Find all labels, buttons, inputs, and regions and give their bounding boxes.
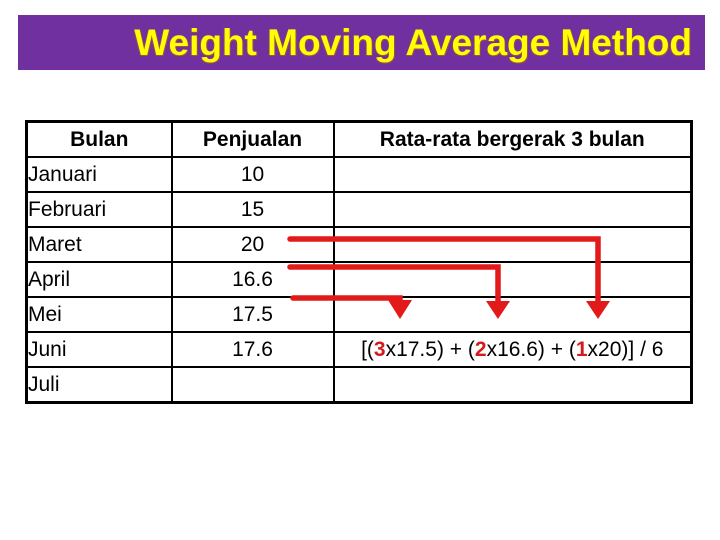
header-bulan: Bulan [25,120,173,158]
title-banner: Weight Moving Average Method [18,15,705,70]
formula-cell: [(3x17.5) + (2x16.6) + (1x20)] / 6 [332,331,693,368]
formula-weight-3: 3 [373,337,386,361]
forecast-table: Bulan Penjualan Rata-rata bergerak 3 bul… [25,120,693,404]
table-row-februari: Februari 15 [25,191,693,228]
formula-text: x20)] / 6 [587,337,664,361]
avg-cell [332,366,693,404]
sales-cell: 17.6 [170,331,335,368]
formula-text: [( [361,337,374,361]
table-row-juni: Juni 17.6 [(3x17.5) + (2x16.6) + (1x20)]… [25,331,693,368]
formula-weight-1: 1 [575,337,588,361]
sales-cell [170,366,335,404]
avg-cell [332,191,693,228]
month-cell: Februari [25,191,173,228]
header-penjualan: Penjualan [170,120,335,158]
formula-weight-2: 2 [474,337,487,361]
month-cell: April [25,261,173,298]
forecast-table-wrapper: Bulan Penjualan Rata-rata bergerak 3 bul… [25,120,693,404]
month-cell: Maret [25,226,173,263]
table-row-maret: Maret 20 [25,226,693,263]
avg-cell [332,156,693,193]
month-cell: Juni [25,331,173,368]
avg-cell [332,296,693,333]
month-cell: Mei [25,296,173,333]
sales-cell: 20 [170,226,335,263]
table-row-juli: Juli [25,366,693,404]
formula-text: x16.6) + ( [486,337,576,361]
header-row: Bulan Penjualan Rata-rata bergerak 3 bul… [25,120,693,158]
formula-text: x17.5) + ( [385,337,475,361]
table-row-januari: Januari 10 [25,156,693,193]
sales-cell: 15 [170,191,335,228]
slide-title: Weight Moving Average Method [134,22,692,63]
month-cell: Juli [25,366,173,404]
header-rata-rata: Rata-rata bergerak 3 bulan [332,120,693,158]
sales-cell: 16.6 [170,261,335,298]
avg-cell [332,226,693,263]
sales-cell: 10 [170,156,335,193]
month-cell: Januari [25,156,173,193]
sales-cell: 17.5 [170,296,335,333]
table-row-april: April 16.6 [25,261,693,298]
table-row-mei: Mei 17.5 [25,296,693,333]
avg-cell [332,261,693,298]
